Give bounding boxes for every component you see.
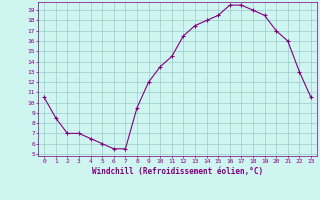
X-axis label: Windchill (Refroidissement éolien,°C): Windchill (Refroidissement éolien,°C): [92, 167, 263, 176]
